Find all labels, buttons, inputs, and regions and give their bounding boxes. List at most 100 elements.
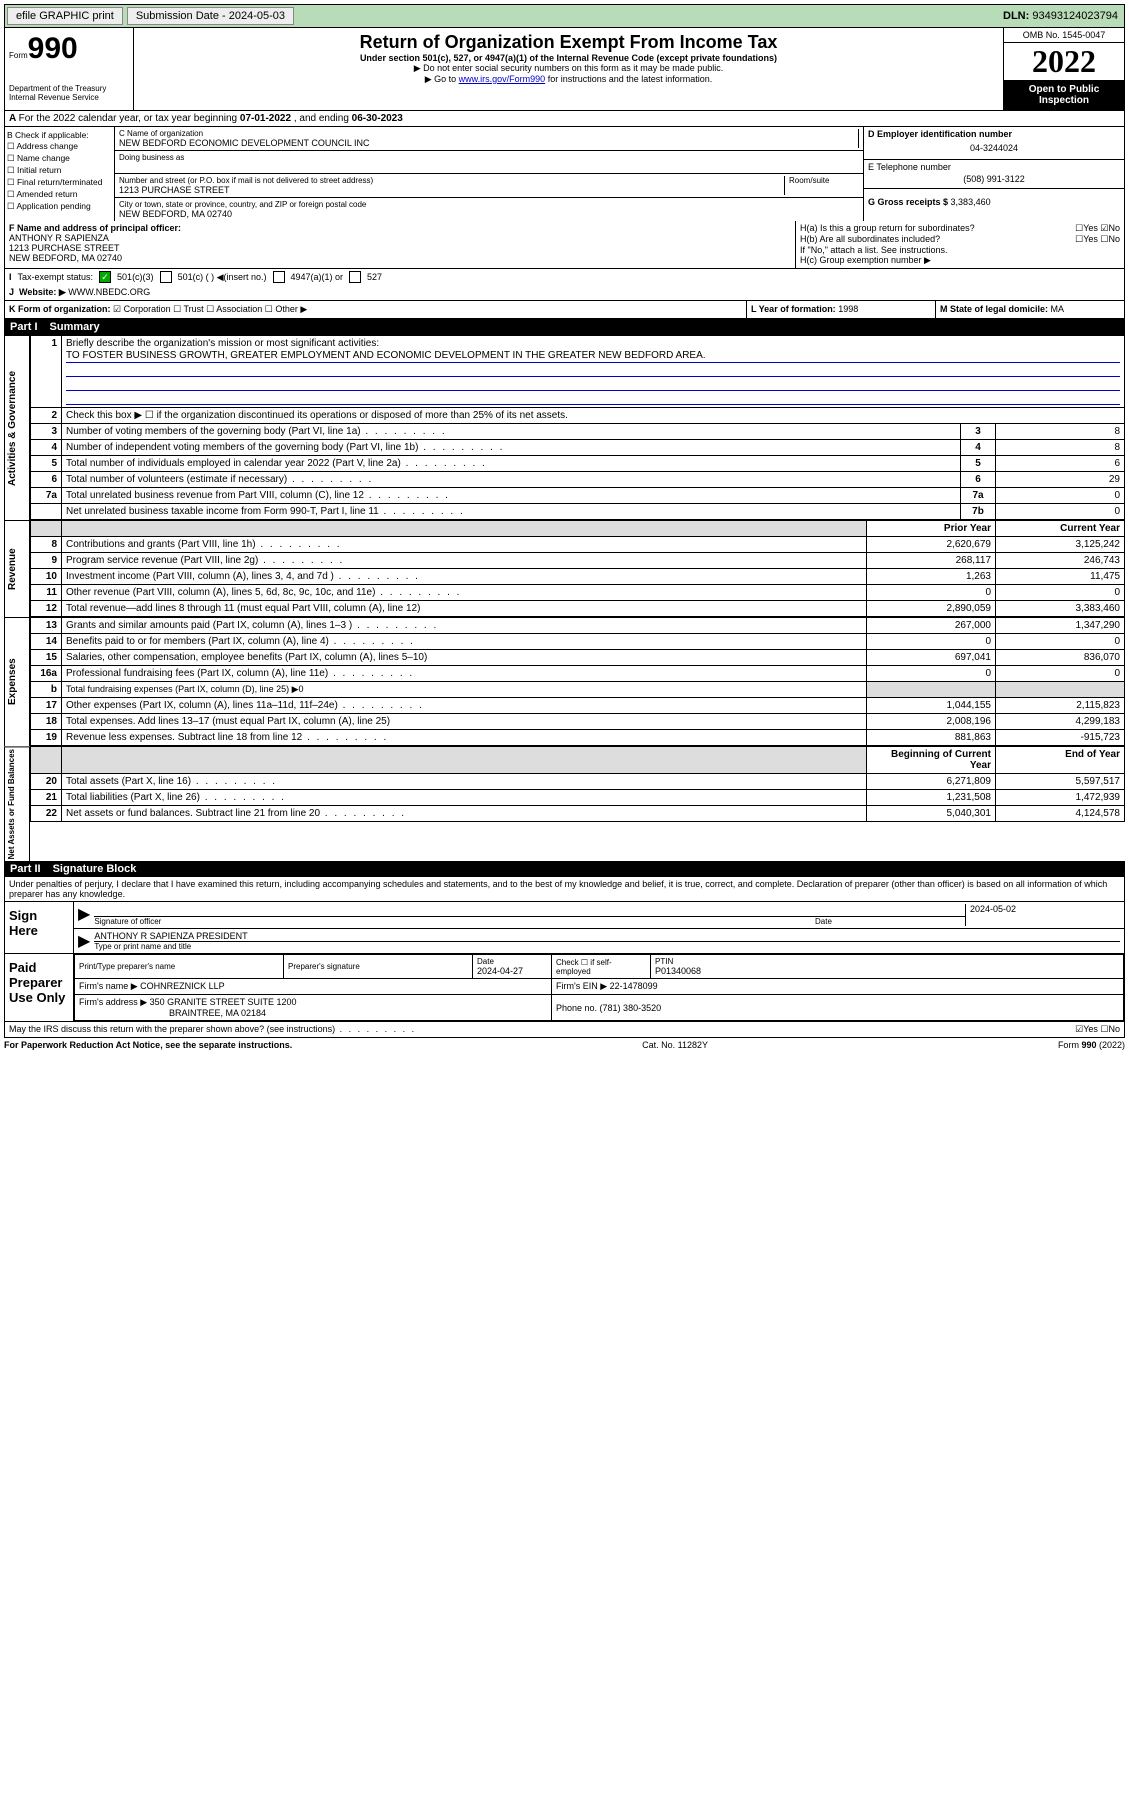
website-value: WWW.NBEDC.ORG (68, 287, 150, 297)
sign-here-label: Sign Here (5, 902, 74, 953)
c-name-label: C Name of organization (119, 129, 858, 138)
signature-block: Under penalties of perjury, I declare th… (4, 877, 1125, 1038)
paid-preparer-table: Print/Type preparer's name Preparer's si… (74, 954, 1124, 1021)
501c3-checkbox[interactable] (99, 271, 111, 283)
officer-city: NEW BEDFORD, MA 02740 (9, 253, 791, 263)
summary-table-net-assets: Beginning of Current YearEnd of Year 20T… (30, 746, 1125, 822)
efile-graphic-print-button[interactable]: efile GRAPHIC print (7, 7, 123, 25)
b-opt-name[interactable]: ☐ Name change (7, 153, 112, 164)
addr-label: Number and street (or P.O. box if mail i… (119, 176, 784, 185)
summary-table-revenue: Prior YearCurrent Year 8Contributions an… (30, 520, 1125, 617)
submission-date-button[interactable]: Submission Date - 2024-05-03 (127, 7, 294, 25)
col-b-checkboxes: B Check if applicable: ☐ Address change … (5, 127, 115, 221)
may-irs-answer[interactable]: ☑Yes ☐No (1075, 1024, 1120, 1035)
firm-address-1: 350 GRANITE STREET SUITE 1200 (150, 997, 297, 1007)
officer-name: ANTHONY R SAPIENZA (9, 233, 791, 243)
row-k-l-m: K Form of organization: ☑ Corporation ☐ … (4, 301, 1125, 319)
form-header: Form990 Department of the Treasury Inter… (4, 28, 1125, 111)
b-opt-pending[interactable]: ☐ Application pending (7, 201, 112, 212)
gross-receipts-value: 3,383,460 (951, 197, 991, 207)
ein-label: D Employer identification number (868, 129, 1120, 139)
table-row: 15Salaries, other compensation, employee… (31, 650, 1125, 666)
q2-text: Check this box ▶ ☐ if the organization d… (62, 408, 1125, 424)
signature-arrow-icon: ▶ (78, 931, 90, 951)
form-title: Return of Organization Exempt From Incom… (138, 32, 999, 53)
form-word: Form (9, 51, 28, 60)
q1-label: Briefly describe the organization's miss… (66, 338, 379, 349)
footer-left: For Paperwork Reduction Act Notice, see … (4, 1040, 292, 1050)
irs-link[interactable]: www.irs.gov/Form990 (459, 74, 546, 84)
dept-treasury: Department of the Treasury Internal Reve… (9, 84, 129, 102)
mission-text: TO FOSTER BUSINESS GROWTH, GREATER EMPLO… (66, 349, 1120, 363)
l-value: 1998 (838, 304, 858, 314)
b-header: B Check if applicable: (7, 130, 112, 140)
city-label: City or town, state or province, country… (119, 200, 859, 209)
table-row: 10Investment income (Part VIII, column (… (31, 569, 1125, 585)
page-footer: For Paperwork Reduction Act Notice, see … (4, 1038, 1125, 1052)
table-row: bTotal fundraising expenses (Part IX, co… (31, 682, 1125, 698)
org-name: NEW BEDFORD ECONOMIC DEVELOPMENT COUNCIL… (119, 138, 858, 148)
perjury-declaration: Under penalties of perjury, I declare th… (4, 877, 1125, 902)
h-b-note: If "No," attach a list. See instructions… (800, 245, 1120, 255)
table-row: 3Number of voting members of the governi… (31, 424, 1125, 440)
h-a-question: H(a) Is this a group return for subordin… (800, 223, 975, 234)
b-opt-amended[interactable]: ☐ Amended return (7, 189, 112, 200)
table-row: 13Grants and similar amounts paid (Part … (31, 618, 1125, 634)
omb-number: OMB No. 1545-0047 (1004, 28, 1124, 43)
submission-date-value: 2024-05-03 (229, 10, 285, 22)
org-city: NEW BEDFORD, MA 02740 (119, 209, 859, 219)
k-options[interactable]: ☑ Corporation ☐ Trust ☐ Association ☐ Ot… (113, 304, 307, 314)
h-b-question: H(b) Are all subordinates included? (800, 234, 940, 245)
part-2-header: Part II Signature Block (4, 861, 1125, 877)
h-a-answer[interactable]: ☐Yes ☑No (1075, 223, 1120, 234)
signature-arrow-icon: ▶ (78, 904, 90, 926)
form-title-box: Return of Organization Exempt From Incom… (134, 28, 1003, 110)
table-row: 21Total liabilities (Part X, line 26)1,2… (31, 790, 1125, 806)
table-row: 14Benefits paid to or for members (Part … (31, 634, 1125, 650)
phone-value: (508) 991-3122 (868, 172, 1120, 186)
527-checkbox[interactable] (349, 271, 361, 283)
form-subtitle-1: Under section 501(c), 527, or 4947(a)(1)… (138, 53, 999, 63)
tax-exempt-label: Tax-exempt status: (18, 272, 94, 282)
tax-year: 2022 (1004, 43, 1124, 80)
officer-street: 1213 PURCHASE STREET (9, 243, 791, 253)
table-row: 5Total number of individuals employed in… (31, 456, 1125, 472)
b-opt-final[interactable]: ☐ Final return/terminated (7, 177, 112, 188)
sig-officer-label: Signature of officer (94, 917, 815, 926)
room-suite-label: Room/suite (785, 176, 859, 195)
b-opt-address[interactable]: ☐ Address change (7, 141, 112, 152)
dba-label: Doing business as (119, 153, 859, 162)
table-row: 7aTotal unrelated business revenue from … (31, 488, 1125, 504)
table-row: 4Number of independent voting members of… (31, 440, 1125, 456)
footer-right: Form 990 (2022) (1058, 1040, 1125, 1050)
phone-label: E Telephone number (868, 162, 1120, 172)
vlabel-activities: Activities & Governance (4, 335, 30, 520)
table-row: 8Contributions and grants (Part VIII, li… (31, 537, 1125, 553)
part-1-header: Part I Summary (4, 319, 1125, 335)
b-opt-initial[interactable]: ☐ Initial return (7, 165, 112, 176)
firm-ein: 22-1478099 (610, 981, 658, 991)
efile-top-bar: efile GRAPHIC print Submission Date - 20… (4, 4, 1125, 28)
row-f-h: F Name and address of principal officer:… (4, 221, 1125, 269)
4947-checkbox[interactable] (273, 271, 285, 283)
vlabel-revenue: Revenue (4, 520, 30, 617)
firm-phone: (781) 380-3520 (600, 1003, 662, 1013)
summary-table-activities: 1 Briefly describe the organization's mi… (30, 335, 1125, 520)
firm-name: COHNREZNICK LLP (140, 981, 225, 991)
table-row: 12Total revenue—add lines 8 through 11 (… (31, 601, 1125, 617)
open-to-public: Open to Public Inspection (1004, 80, 1124, 110)
submission-date-label: Submission Date - (136, 10, 229, 22)
table-row: 6Total number of volunteers (estimate if… (31, 472, 1125, 488)
info-grid: B Check if applicable: ☐ Address change … (4, 127, 1125, 221)
col-c-org-info: C Name of organization NEW BEDFORD ECONO… (115, 127, 863, 221)
table-row: Net unrelated business taxable income fr… (31, 504, 1125, 520)
type-name-label: Type or print name and title (94, 941, 1120, 951)
table-row: 19Revenue less expenses. Subtract line 1… (31, 730, 1125, 746)
h-c: H(c) Group exemption number ▶ (800, 255, 1120, 266)
table-row: 11Other revenue (Part VIII, column (A), … (31, 585, 1125, 601)
table-row: 9Program service revenue (Part VIII, lin… (31, 553, 1125, 569)
row-i-j: I Tax-exempt status: 501(c)(3) 501(c) ( … (4, 269, 1125, 301)
501c-checkbox[interactable] (160, 271, 172, 283)
h-b-answer[interactable]: ☐Yes ☐No (1075, 234, 1120, 245)
form-subtitle-3: ▶ Go to www.irs.gov/Form990 for instruct… (138, 74, 999, 85)
